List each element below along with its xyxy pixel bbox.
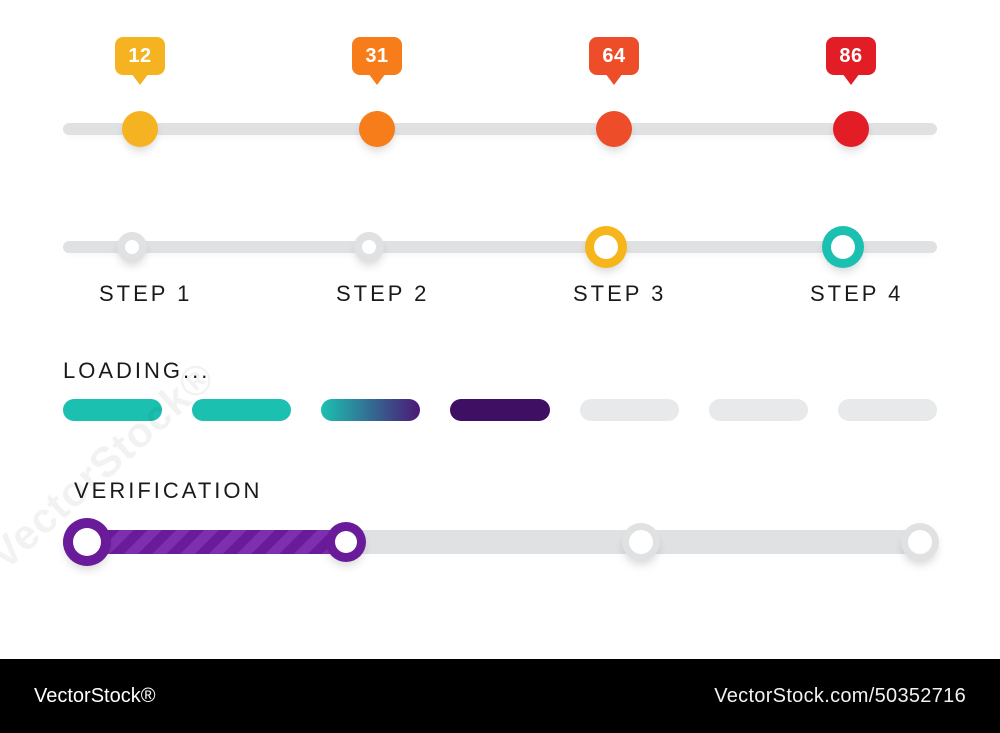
verification-track (63, 530, 937, 554)
loading-segment (450, 399, 549, 421)
step-label: STEP 4 (810, 281, 903, 307)
tooltip-badge: 31 (352, 37, 402, 75)
step-slider-track: STEP 1STEP 2STEP 3STEP 4 (63, 241, 937, 253)
loading-segment (580, 399, 679, 421)
tooltip-slider-dot[interactable] (122, 111, 158, 147)
loading-segment (709, 399, 808, 421)
loading-segments (63, 399, 937, 421)
verification-node[interactable] (622, 523, 660, 561)
loading-title: LOADING... (63, 358, 210, 384)
tooltip-badge: 12 (115, 37, 165, 75)
verification-node[interactable] (326, 522, 366, 562)
step-label: STEP 3 (573, 281, 666, 307)
verification-node[interactable] (63, 518, 111, 566)
tooltip-slider-dot[interactable] (596, 111, 632, 147)
footer-bar: VectorStock® VectorStock.com/50352716 (0, 659, 1000, 733)
tooltip-slider-track: 12316486 (63, 123, 937, 135)
footer-id: VectorStock.com/50352716 (714, 685, 966, 708)
progress-uikit-canvas: 12316486 STEP 1STEP 2STEP 3STEP 4 LOADIN… (0, 0, 1000, 659)
verification-title: VERIFICATION (74, 478, 262, 504)
loading-segment (838, 399, 937, 421)
tooltip-badge: 86 (826, 37, 876, 75)
footer-brand: VectorStock® (34, 685, 155, 708)
step-ring[interactable] (117, 232, 147, 262)
step-label: STEP 2 (336, 281, 429, 307)
verification-node[interactable] (901, 523, 939, 561)
loading-segment (192, 399, 291, 421)
tooltip-slider-dot[interactable] (359, 111, 395, 147)
tooltip-badge: 64 (589, 37, 639, 75)
step-ring[interactable] (585, 226, 627, 268)
loading-segment (321, 399, 420, 421)
step-ring[interactable] (354, 232, 384, 262)
step-ring[interactable] (822, 226, 864, 268)
step-label: STEP 1 (99, 281, 192, 307)
tooltip-slider-dot[interactable] (833, 111, 869, 147)
loading-segment (63, 399, 162, 421)
